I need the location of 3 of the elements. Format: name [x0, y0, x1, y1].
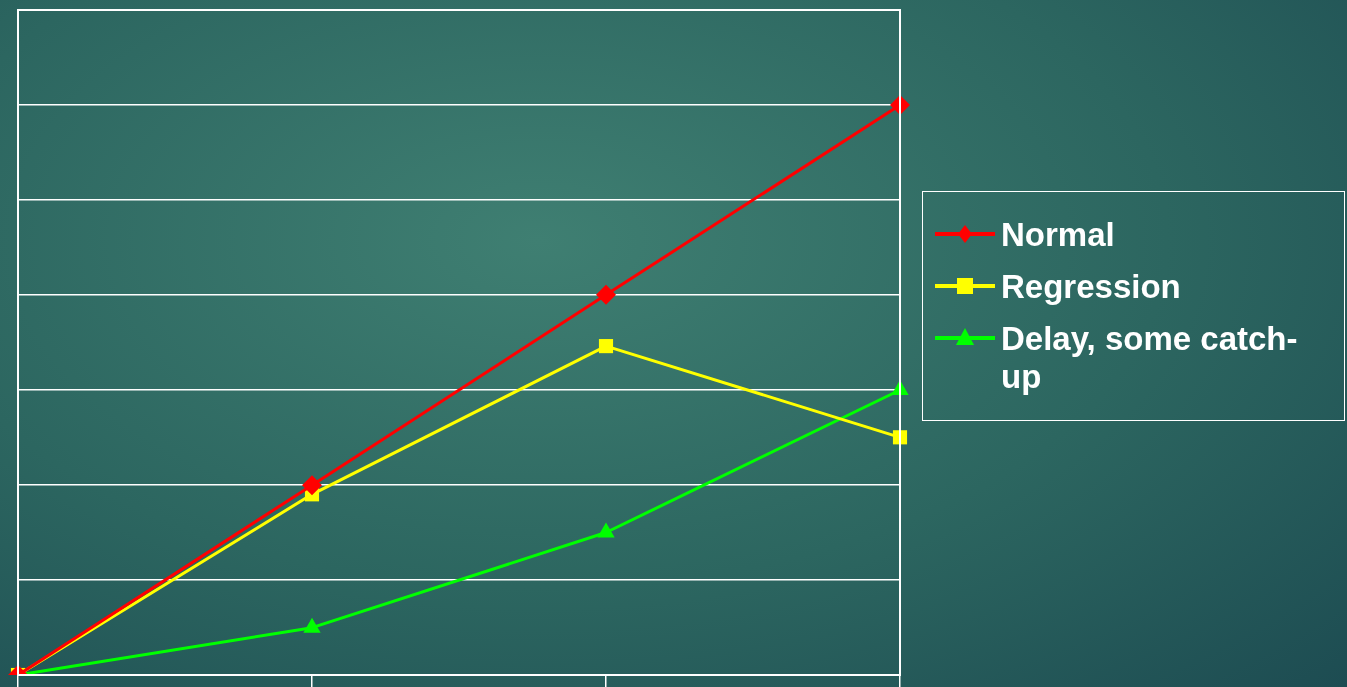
legend-label: Normal — [1001, 216, 1115, 254]
legend-label: Regression — [1001, 268, 1181, 306]
legend-label: Delay, some catch-up — [1001, 320, 1299, 396]
